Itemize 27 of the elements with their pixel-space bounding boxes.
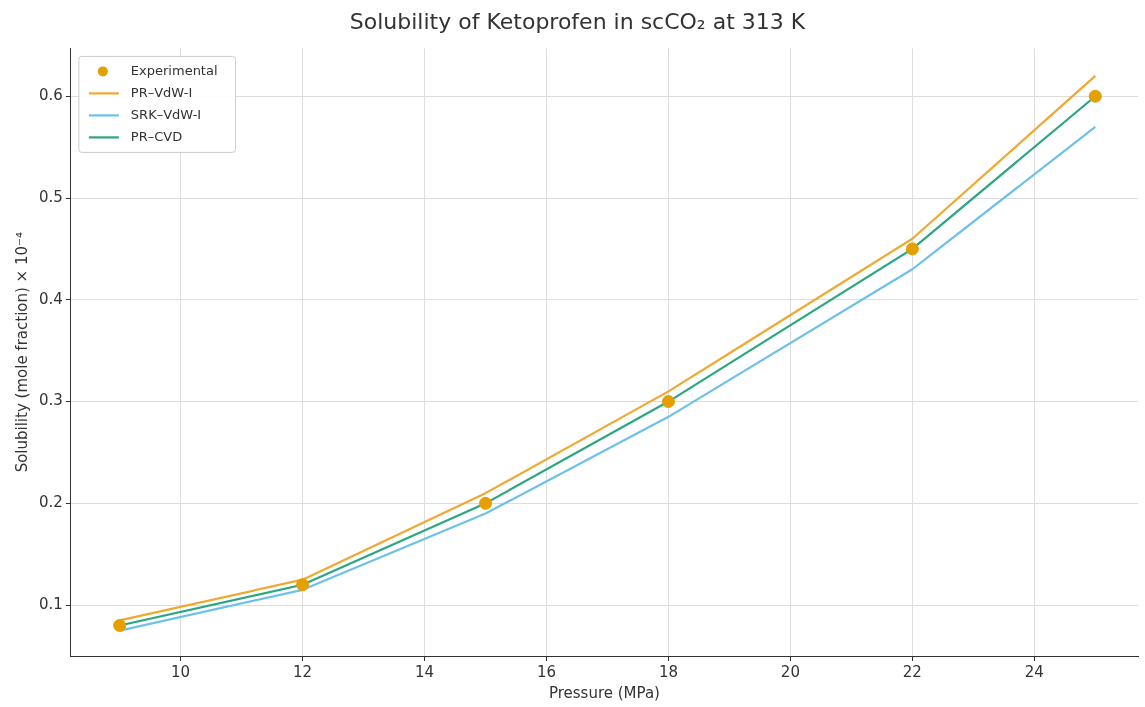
y-tick-label: 0.1 — [39, 595, 63, 613]
x-tick-label: 14 — [414, 662, 435, 681]
x-tick-label: 18 — [658, 662, 678, 681]
point — [296, 578, 310, 592]
y-tick-label: 0.4 — [39, 289, 63, 308]
x-axis-title: Pressure (MPa) — [548, 683, 660, 702]
chart-title: Solubility of Ketoprofen in scCO₂ at 313 K — [349, 8, 806, 34]
legend-label: PR–CVD — [130, 128, 183, 144]
legend-label: SRK–VdW-I — [130, 106, 202, 122]
x-tick-label: 10 — [171, 662, 191, 681]
point — [113, 618, 127, 632]
point — [661, 395, 675, 409]
legend-label: PR–VdW-I — [130, 84, 193, 100]
y-tick-label: 0.3 — [39, 391, 63, 410]
point — [1088, 89, 1102, 103]
x-tick-label: 22 — [902, 662, 922, 681]
point — [479, 496, 493, 510]
y-tick-label: 0.5 — [39, 187, 63, 206]
y-tick-label: 0.6 — [39, 86, 63, 105]
x-tick-label: 20 — [780, 662, 800, 681]
point — [905, 242, 919, 256]
x-tick-label: 12 — [293, 662, 313, 681]
legend-label: Experimental — [130, 62, 218, 78]
x-tick-label: 16 — [536, 662, 557, 681]
x-tick-label: 24 — [1024, 662, 1044, 681]
y-axis-title: Solubility (mole fraction) × 10⁻⁴ — [12, 232, 31, 473]
y-tick-label: 0.2 — [39, 493, 63, 512]
